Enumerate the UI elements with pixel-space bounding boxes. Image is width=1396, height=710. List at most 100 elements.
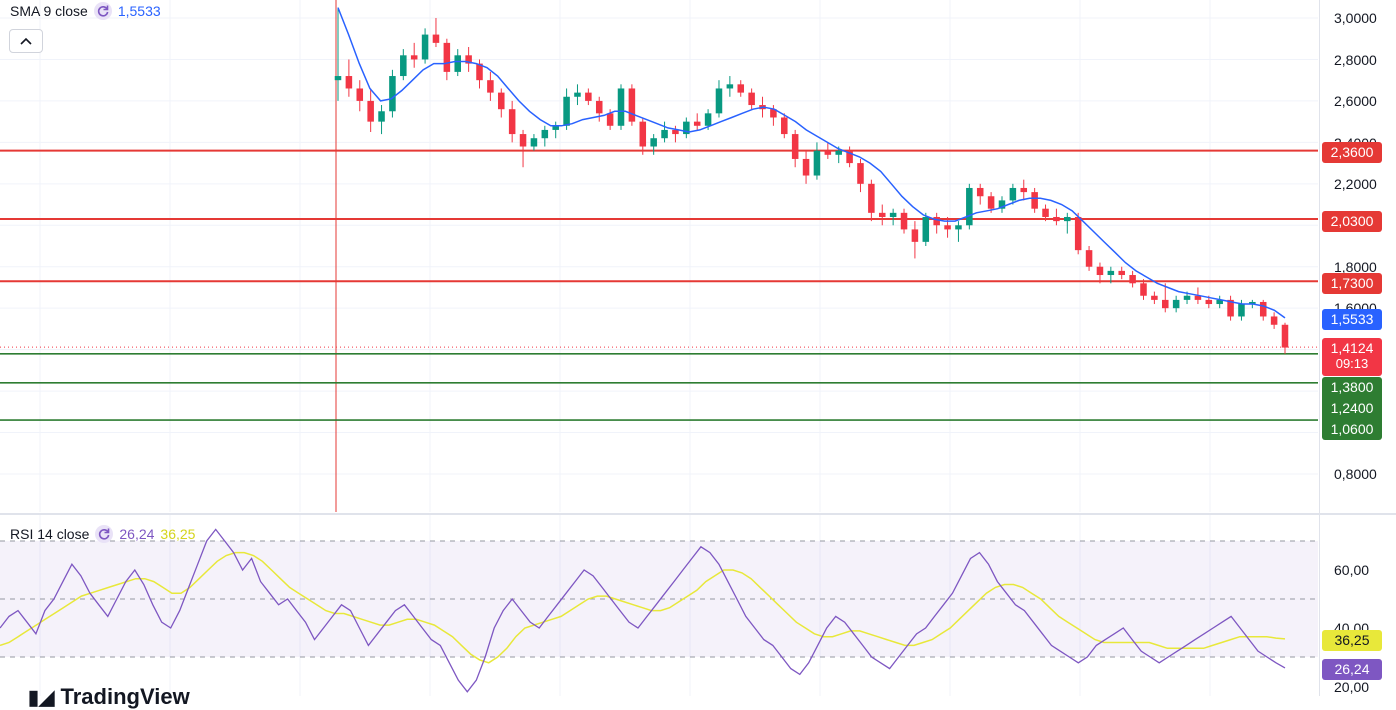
candle-body [606, 113, 614, 126]
candle-body [650, 138, 657, 147]
candle-body [1161, 299, 1169, 309]
candle-body [802, 158, 810, 176]
price-tick: 1,8000 [1334, 259, 1377, 275]
candle-body [1074, 216, 1082, 251]
rsi-tick: 60,00 [1334, 562, 1370, 578]
candle-body [1259, 301, 1267, 317]
candle-body [998, 200, 1006, 209]
candle-body [726, 84, 734, 89]
levels-layer [0, 149, 1318, 421]
candle-body [911, 229, 919, 242]
rsi-layer [0, 528, 1318, 693]
resistance-tag: 1,7300 [1322, 273, 1382, 294]
candle-body [378, 111, 385, 122]
candle-body [454, 55, 462, 72]
candle-body [487, 80, 494, 93]
candle-body [498, 92, 505, 110]
candle-body [748, 92, 755, 106]
price-axis-border [1319, 0, 1320, 696]
candle-body [857, 163, 864, 184]
tradingview-logo-icon: ▮◢ [28, 687, 55, 709]
sma-legend-label: SMA 9 close [10, 3, 88, 19]
pane-separator[interactable] [0, 513, 1396, 515]
candle-body [1096, 266, 1104, 276]
rsi-legend-label: RSI 14 close [10, 526, 90, 542]
sma-legend[interactable]: SMA 9 close 1,5533 [10, 2, 161, 20]
candle-body [508, 109, 516, 135]
candle-body [585, 92, 592, 101]
chevron-up-icon [20, 37, 32, 45]
rsi-ma-tag: 36,25 [1322, 630, 1382, 651]
refresh-icon[interactable] [95, 525, 114, 543]
candle-body [563, 96, 570, 126]
support-tags: 1,3800 1,2400 1,0600 [1322, 377, 1382, 440]
candle-body [1031, 192, 1038, 209]
candle-body [1042, 208, 1049, 217]
candle-body [1172, 299, 1180, 309]
rsi-value-tag: 26,24 [1322, 659, 1382, 680]
countdown-timer: 09:13 [1335, 356, 1369, 371]
candle-body [683, 121, 690, 135]
candle-body [541, 129, 549, 139]
candle-body [476, 63, 483, 81]
candle-body [574, 92, 581, 97]
candle-body [770, 109, 777, 118]
candle-body [1194, 295, 1202, 300]
candle-body [334, 76, 342, 81]
candle-body [1151, 295, 1158, 300]
last-price-tag: 1,4124 09:13 [1322, 338, 1382, 376]
candle-body [791, 134, 799, 159]
candle-body [955, 225, 962, 230]
candle-body [976, 187, 984, 197]
candle-body [443, 42, 451, 72]
price-tick: 2,8000 [1334, 52, 1377, 68]
candle-body [1085, 250, 1093, 267]
candle-body [530, 138, 538, 147]
candle-body [400, 55, 407, 77]
price-tick: 3,0000 [1334, 10, 1377, 26]
candle-body [868, 183, 875, 213]
rsi-tick: 20,00 [1334, 679, 1370, 695]
candle-body [1053, 216, 1060, 222]
sma-price-tag: 1,5533 [1322, 309, 1382, 330]
candle-body [1129, 275, 1136, 284]
refresh-icon[interactable] [93, 2, 112, 20]
candle-body [672, 129, 679, 135]
rsi-legend-value: 26,24 [119, 526, 155, 542]
candle-body [944, 225, 951, 230]
candle-body [595, 100, 603, 114]
candle-body [389, 76, 396, 112]
support-tag: 1,2400 [1330, 400, 1374, 416]
candle-body [465, 55, 472, 64]
candle-body [356, 88, 364, 101]
candle-body [1227, 299, 1234, 317]
sma-line [337, 7, 1286, 319]
candle-body [421, 34, 429, 60]
candle-body [1270, 316, 1278, 325]
candle-body [1107, 270, 1115, 276]
candle-body [1216, 299, 1223, 305]
candle-body [1249, 301, 1256, 305]
rsi-ma-legend-value: 36,25 [160, 526, 196, 542]
support-tag: 1,3800 [1330, 379, 1374, 395]
candle-body [1205, 299, 1213, 305]
candle-body [661, 129, 668, 139]
candle-body [813, 150, 821, 176]
candle-body [410, 55, 418, 60]
candle-body [922, 216, 930, 242]
candle-body [1064, 216, 1071, 222]
candle-body [1020, 187, 1028, 193]
candle-body [889, 212, 897, 217]
rsi-legend[interactable]: RSI 14 close 26,24 36,25 [10, 525, 195, 543]
candle-body [781, 117, 788, 135]
sma-layer [337, 7, 1286, 319]
candles-layer [334, 7, 1289, 354]
rsi-line [0, 528, 1286, 693]
candle-body [1009, 187, 1017, 201]
candle-body [628, 88, 636, 122]
candle-body [846, 150, 853, 164]
candle-body [432, 34, 440, 43]
collapse-legend-button[interactable] [9, 29, 43, 53]
grid-layer [0, 0, 1318, 696]
